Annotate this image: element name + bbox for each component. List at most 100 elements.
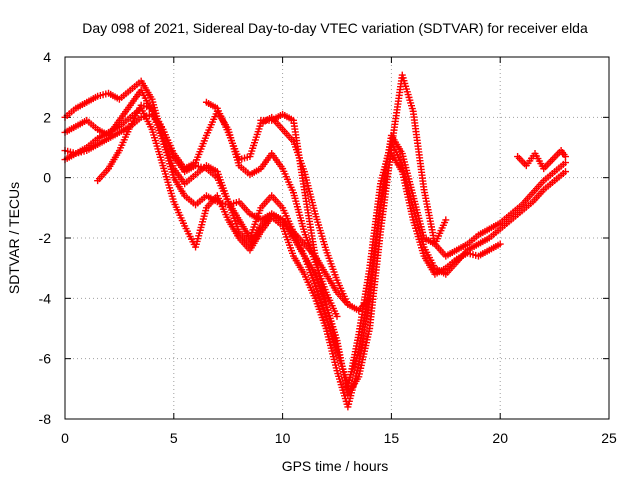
data-point-trail [85, 142, 99, 153]
data-point-trail [290, 119, 308, 191]
data-point-trail [355, 327, 373, 378]
data-point-trail [388, 74, 406, 149]
data-point-trail [258, 215, 274, 234]
data-point-trail [205, 166, 219, 180]
y-axis-label: SDTVAR / TECUs [6, 182, 22, 294]
data-point-trail [160, 164, 177, 203]
data-point-trail [487, 227, 502, 240]
data-point-trail [399, 152, 416, 197]
data-point-trail [433, 265, 448, 277]
data-point-trail [237, 200, 252, 216]
x-tick-label: 25 [601, 430, 617, 446]
data-point-trail [421, 254, 438, 276]
data-point-trail [183, 172, 197, 186]
data-point-trail [160, 128, 177, 155]
data-point-trail [205, 99, 219, 111]
data-point-trail [542, 178, 556, 192]
data-point-trail [410, 207, 427, 248]
data-point-trail [301, 189, 319, 257]
data-point-trail [410, 219, 427, 257]
data-point-trail [444, 247, 459, 259]
data-series [202, 98, 352, 308]
data-point-trail [259, 211, 274, 223]
plot-frame [64, 56, 610, 420]
data-point-trail [366, 231, 384, 330]
data-point-trail [139, 79, 155, 101]
data-point-trail [117, 125, 133, 152]
data-point-trail [247, 224, 263, 246]
data-point-trail [302, 273, 318, 300]
data-point-trail [128, 104, 144, 128]
data-point-trail [270, 211, 284, 223]
data-point-trail [106, 149, 122, 170]
data-point-trail [291, 254, 307, 276]
data-point-trail [247, 122, 264, 158]
data-point-trail [226, 218, 242, 240]
data-point-trail [171, 167, 187, 186]
x-tick-label: 0 [61, 430, 69, 446]
data-point-trail [64, 147, 77, 157]
data-point-trail [247, 207, 264, 239]
data-point-trail [238, 153, 251, 163]
data-points [61, 71, 569, 411]
data-point-trail [487, 220, 502, 232]
data-point-trail [498, 212, 513, 225]
data-point-trail [421, 189, 438, 245]
data-point-trail [477, 247, 491, 259]
data-point-trail [107, 130, 121, 141]
data-point-trail [355, 297, 373, 366]
data-point-trail [312, 285, 329, 318]
data-point-trail [455, 250, 469, 262]
data-point-trail [553, 169, 567, 183]
data-point-trail [323, 291, 340, 318]
x-tick-label: 10 [275, 430, 291, 446]
x-tick-label: 5 [170, 430, 178, 446]
data-point-trail [399, 74, 416, 113]
data-point-trail [128, 79, 143, 92]
y-tick-label: -2 [39, 230, 52, 246]
data-point-trail [280, 127, 296, 143]
data-point-trail [171, 200, 187, 227]
data-point-trail [531, 188, 546, 204]
data-point-trail [433, 242, 448, 258]
data-point-trail [225, 131, 242, 161]
data-point-trail [118, 88, 132, 101]
data-point-trail [107, 124, 121, 135]
data-point-trail [280, 207, 296, 233]
data-point-trail [477, 226, 491, 238]
data-point-trail [346, 302, 361, 313]
y-tick-label: 0 [43, 170, 51, 186]
data-point-trail [107, 90, 121, 102]
data-point-trail [215, 176, 231, 203]
data-point-trail [410, 110, 428, 191]
data-point-trail [532, 152, 546, 170]
data-point-trail [323, 327, 340, 372]
data-point-trail [334, 339, 351, 396]
data-point [366, 294, 374, 302]
data-point-trail [160, 140, 177, 179]
data-point-trail [171, 152, 187, 170]
data-point-trail [260, 116, 273, 124]
data-point-trail [259, 194, 274, 210]
y-tick-label: -6 [39, 351, 52, 367]
data-point [344, 300, 352, 308]
data-point-trail [171, 176, 187, 198]
y-tick-label: 4 [43, 49, 51, 65]
data-point-trail [290, 192, 308, 233]
data-point-trail [183, 194, 197, 207]
data-point [561, 153, 569, 161]
data-point-trail [269, 152, 285, 170]
data-point-trail [399, 170, 417, 221]
data-point-trail [455, 241, 469, 253]
x-tick-label: 15 [384, 430, 400, 446]
data-point-trail [559, 149, 568, 159]
y-tick-labels: -8 -6 -4 -2 0 2 4 [39, 49, 52, 427]
data-point-trail [140, 102, 153, 112]
data-point-trail [520, 191, 535, 207]
data-series [257, 71, 450, 399]
data-point-trail [301, 170, 319, 215]
data-point-trail [96, 90, 110, 99]
data-point-trail [432, 219, 449, 245]
data-point [333, 312, 341, 320]
data-point-trail [466, 250, 480, 259]
